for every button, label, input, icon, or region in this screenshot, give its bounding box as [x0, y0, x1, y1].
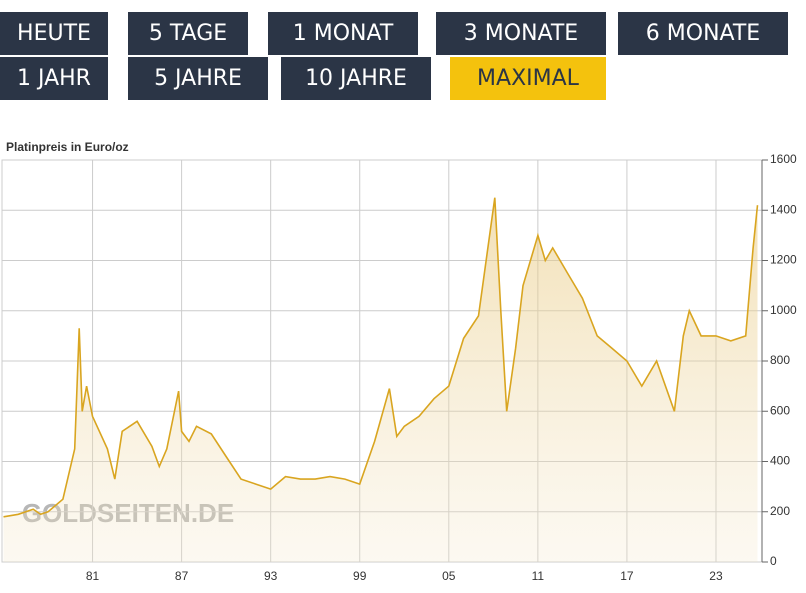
- x-tick-label: 81: [86, 569, 100, 583]
- y-tick-label: 1200: [770, 253, 797, 267]
- x-tick-label: 11: [532, 569, 545, 583]
- price-line: [3, 197, 759, 518]
- area: [3, 197, 758, 562]
- range-button[interactable]: MAXIMAL: [450, 57, 606, 100]
- range-button[interactable]: 10 JAHRE: [281, 57, 431, 100]
- range-button[interactable]: 1 JAHR: [0, 57, 108, 100]
- x-tick-label: 23: [709, 569, 723, 583]
- x-tick-label: 87: [175, 569, 189, 583]
- y-tick-label: 800: [770, 353, 790, 367]
- y-tick-label: 200: [770, 504, 790, 518]
- range-button[interactable]: 5 TAGE: [128, 12, 248, 55]
- range-button[interactable]: HEUTE: [0, 12, 108, 55]
- y-tick-label: 1000: [770, 303, 797, 317]
- range-button[interactable]: 6 MONATE: [618, 12, 788, 55]
- x-tick-label: 05: [442, 569, 456, 583]
- chart-title: Platinpreis in Euro/oz: [6, 140, 129, 154]
- range-button[interactable]: 1 MONAT: [268, 12, 418, 55]
- range-button[interactable]: 3 MONATE: [436, 12, 606, 55]
- range-button[interactable]: 5 JAHRE: [128, 57, 268, 100]
- x-tick-label: 99: [353, 569, 367, 583]
- y-tick-label: 600: [770, 403, 790, 417]
- y-tick-label: 1400: [770, 202, 797, 216]
- x-tick-label: 17: [620, 569, 634, 583]
- x-tick-label: 93: [264, 569, 278, 583]
- y-tick-label: 400: [770, 454, 790, 468]
- y-tick-label: 0: [770, 554, 777, 568]
- y-tick-label: 1600: [770, 152, 797, 166]
